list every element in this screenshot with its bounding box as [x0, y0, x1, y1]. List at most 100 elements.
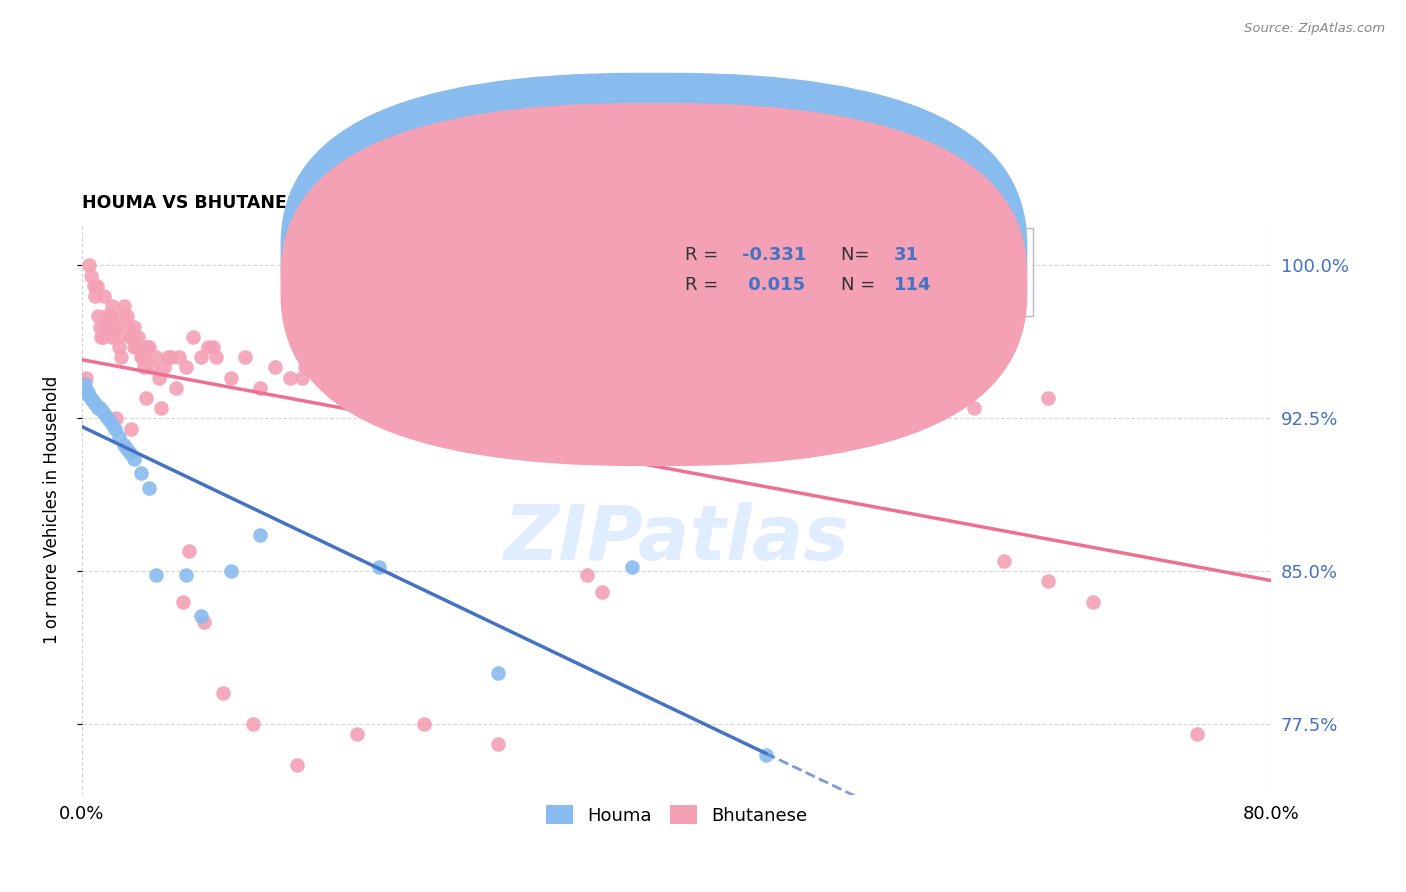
Point — [100, 417, 122, 432]
Point — [86, 399, 108, 413]
Point — [89, 319, 111, 334]
Point — [86, 278, 108, 293]
Point — [127, 330, 149, 344]
Point — [264, 360, 287, 375]
Point — [131, 467, 153, 481]
Point — [112, 299, 135, 313]
Point — [755, 747, 778, 762]
Point — [278, 370, 301, 384]
Point — [193, 615, 215, 629]
Point — [107, 330, 129, 344]
Point — [75, 370, 97, 384]
Point — [308, 370, 330, 384]
Point — [111, 310, 134, 324]
Point — [323, 364, 346, 378]
Point — [83, 395, 105, 409]
Point — [136, 340, 159, 354]
Point — [346, 727, 368, 741]
Point — [235, 350, 257, 364]
Point — [353, 370, 375, 384]
Point — [606, 360, 628, 375]
Point — [249, 527, 271, 541]
Point — [339, 360, 361, 375]
Point — [118, 330, 141, 344]
Point — [249, 381, 271, 395]
Point — [212, 686, 235, 700]
Point — [132, 350, 155, 364]
Point — [105, 411, 128, 425]
Point — [152, 360, 174, 375]
Point — [486, 738, 509, 752]
Point — [486, 421, 509, 435]
Point — [94, 409, 117, 424]
Point — [118, 446, 141, 460]
Point — [516, 381, 538, 395]
Point — [138, 481, 160, 495]
Point — [82, 392, 104, 407]
Point — [101, 319, 124, 334]
Point — [87, 401, 110, 416]
Text: ZIPatlas: ZIPatlas — [503, 501, 849, 575]
Point — [104, 319, 127, 334]
Point — [1036, 391, 1059, 405]
Point — [80, 268, 103, 283]
Point — [96, 319, 118, 334]
Point — [201, 340, 224, 354]
Point — [576, 568, 599, 582]
Point — [242, 717, 264, 731]
Point — [110, 350, 132, 364]
Point — [993, 554, 1015, 568]
Point — [427, 391, 450, 405]
Point — [97, 413, 120, 427]
Text: R =: R = — [685, 246, 724, 264]
Point — [165, 381, 187, 395]
Point — [122, 340, 145, 354]
Text: 0.015: 0.015 — [742, 276, 806, 293]
Point — [157, 350, 180, 364]
Point — [859, 391, 882, 405]
Point — [145, 568, 167, 582]
Point — [814, 401, 837, 416]
Point — [177, 544, 200, 558]
Point — [204, 350, 226, 364]
FancyBboxPatch shape — [281, 103, 1028, 467]
Point — [87, 310, 110, 324]
Point — [131, 350, 153, 364]
Text: Source: ZipAtlas.com: Source: ZipAtlas.com — [1244, 22, 1385, 36]
Point — [197, 340, 219, 354]
Point — [77, 384, 100, 399]
Point — [100, 330, 122, 344]
Point — [98, 310, 121, 324]
Point — [145, 350, 167, 364]
Point — [91, 405, 114, 419]
Point — [100, 299, 122, 313]
Point — [443, 391, 465, 405]
Point — [172, 595, 194, 609]
Point — [117, 319, 139, 334]
Text: R =: R = — [685, 276, 724, 293]
Point — [167, 350, 190, 364]
Text: N =: N = — [841, 276, 880, 293]
Point — [115, 310, 138, 324]
Text: HOUMA VS BHUTANESE 1 OR MORE VEHICLES IN HOUSEHOLD CORRELATION CHART: HOUMA VS BHUTANESE 1 OR MORE VEHICLES IN… — [82, 194, 898, 212]
Y-axis label: 1 or more Vehicles in Household: 1 or more Vehicles in Household — [44, 376, 60, 644]
Point — [141, 360, 163, 375]
Point — [112, 438, 135, 452]
Point — [120, 421, 142, 435]
Point — [83, 278, 105, 293]
Point — [91, 330, 114, 344]
Point — [1081, 595, 1104, 609]
Point — [1185, 727, 1208, 741]
Point — [219, 564, 242, 578]
Point — [79, 389, 101, 403]
Point — [183, 330, 205, 344]
Point — [287, 757, 309, 772]
Point — [294, 360, 316, 375]
Point — [89, 401, 111, 416]
Point — [97, 310, 120, 324]
Point — [561, 391, 583, 405]
Point — [84, 397, 107, 411]
Point — [368, 560, 391, 574]
Point — [219, 370, 242, 384]
Point — [174, 360, 197, 375]
